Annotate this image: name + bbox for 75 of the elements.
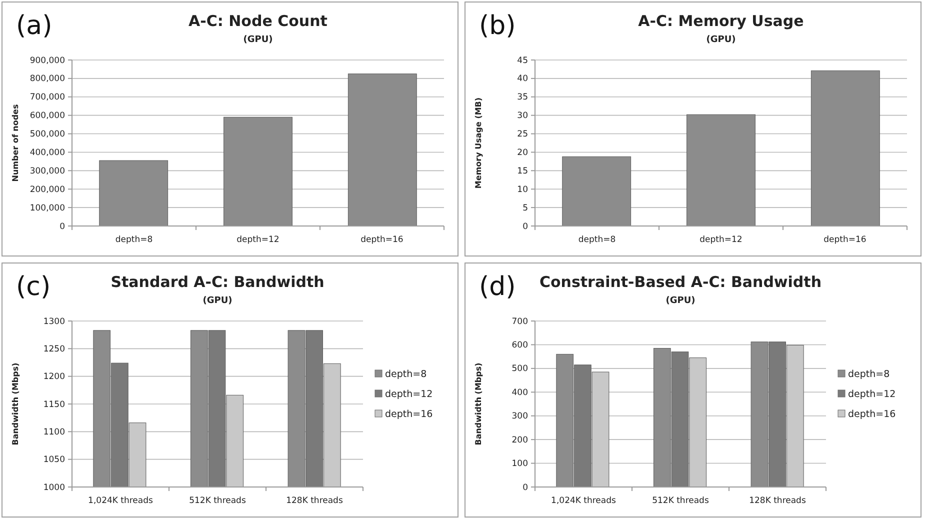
y-tick-label: 900,000 — [30, 56, 65, 66]
y-tick-label: 800,000 — [30, 74, 65, 84]
y-tick-label: 45 — [517, 56, 528, 66]
chart-subtitle: (GPU) — [202, 296, 232, 306]
y-tick-label: 0 — [522, 482, 528, 493]
chart-title: A-C: Memory Usage — [638, 12, 804, 30]
y-tick-label: 15 — [517, 166, 528, 176]
chart-title: Standard A-C: Bandwidth — [110, 273, 324, 291]
chart-subtitle: (GPU) — [706, 35, 736, 45]
x-tick-label: depth=8 — [578, 235, 616, 245]
x-tick-label: 512K threads — [189, 496, 246, 506]
y-tick-label: 1250 — [43, 344, 65, 354]
y-tick-label: 700,000 — [30, 92, 65, 103]
y-tick-label: 600 — [512, 340, 528, 351]
x-tick-label: depth=16 — [360, 235, 404, 245]
y-tick-label: 400,000 — [30, 148, 65, 158]
y-tick-label: 0 — [60, 222, 65, 232]
x-tick-label: depth=12 — [700, 235, 742, 245]
y-tick-label: 300,000 — [30, 166, 65, 176]
y-tick-label: 30 — [517, 111, 528, 122]
y-tick-label: 40 — [517, 74, 528, 84]
chart-subtitle: (GPU) — [666, 296, 696, 306]
bar — [686, 114, 756, 226]
chart-title: A-C: Node Count — [188, 12, 328, 30]
text: (d) — [479, 272, 516, 302]
y-tick-label: 1100 — [43, 427, 65, 438]
bar — [348, 74, 417, 226]
y-tick-label: 300 — [512, 412, 528, 422]
legend-label: depth=12 — [385, 389, 433, 400]
text: (b) — [479, 11, 516, 41]
chart-subtitle: (GPU) — [243, 35, 273, 45]
y-axis-title: Bandwidth (Mbps) — [11, 362, 20, 446]
y-tick-label: 500 — [512, 364, 528, 374]
x-tick-label: depth=16 — [824, 235, 866, 245]
bar — [224, 116, 292, 226]
y-tick-label: 400 — [512, 388, 528, 398]
y-tick-label: 35 — [517, 92, 528, 103]
legend-label: depth=16 — [385, 409, 433, 420]
legend-label: depth=12 — [848, 389, 896, 400]
y-tick-label: 600,000 — [30, 111, 65, 122]
x-tick-label: 128K threads — [749, 496, 806, 506]
y-tick-label: 500,000 — [30, 130, 65, 140]
y-tick-label: 100,000 — [30, 203, 65, 214]
x-tick-label: 128K threads — [286, 496, 344, 506]
bar — [810, 70, 880, 226]
legend-label: depth=8 — [385, 369, 427, 380]
y-tick-label: 1150 — [43, 400, 65, 410]
y-axis-title: Bandwidth (Mbps) — [474, 362, 483, 446]
y-tick-label: 0 — [522, 222, 528, 232]
y-tick-label: 200,000 — [30, 184, 65, 195]
x-tick-label: 512K threads — [652, 496, 710, 506]
y-tick-label: 5 — [522, 203, 528, 214]
y-tick-label: 1050 — [43, 455, 65, 466]
legend-label: depth=16 — [848, 409, 896, 420]
text: (c) — [16, 272, 51, 302]
y-axis-title: Memory Usage (MB) — [474, 97, 483, 189]
text: (a) — [16, 11, 52, 41]
y-tick-label: 20 — [517, 148, 528, 158]
bar — [99, 160, 168, 226]
legend-label: depth=8 — [848, 369, 890, 380]
chart-title: Constraint-Based A-C: Bandwidth — [539, 273, 822, 291]
x-tick-label: depth=8 — [115, 235, 153, 245]
y-tick-label: 1200 — [43, 372, 65, 382]
y-tick-label: 10 — [517, 184, 528, 195]
bar — [562, 156, 632, 226]
y-tick-label: 25 — [517, 130, 528, 140]
y-tick-label: 1300 — [43, 316, 65, 327]
y-tick-label: 100 — [512, 459, 528, 470]
y-axis-title: Number of nodes — [11, 104, 20, 182]
y-tick-label: 700 — [512, 316, 528, 327]
x-tick-label: 1,024K threads — [551, 496, 617, 506]
x-tick-label: 1,024K threads — [88, 496, 154, 506]
x-tick-label: depth=12 — [236, 235, 280, 245]
y-tick-label: 1000 — [43, 482, 65, 493]
y-tick-label: 200 — [512, 435, 528, 446]
